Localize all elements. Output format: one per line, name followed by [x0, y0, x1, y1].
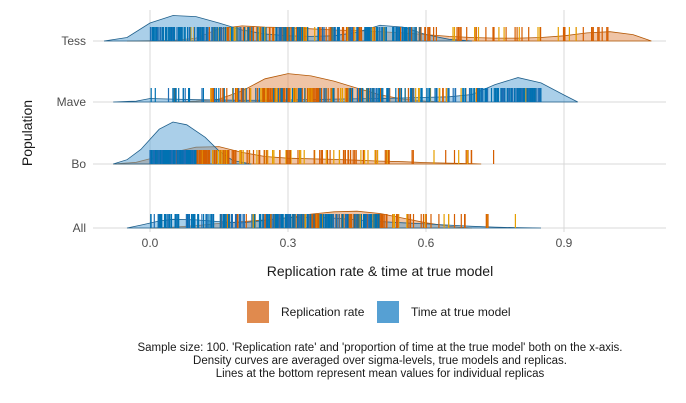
gridlines	[93, 10, 666, 232]
y-tick-label-tess: Tess	[61, 34, 86, 48]
caption-line-2: Density curves are averaged over sigma-l…	[193, 355, 567, 367]
legend-label-replication-rate: Replication rate	[281, 305, 365, 319]
legend-swatch-replication-rate	[247, 301, 269, 323]
caption-line-1: Sample size: 100. 'Replication rate' and…	[137, 342, 622, 354]
caption-line-3: Lines at the bottom represent mean value…	[216, 368, 545, 380]
x-axis-title: Replication rate & time at true model	[267, 263, 493, 279]
axes: 0.0 0.3 0.6 0.9 Tess Mave Bo All	[57, 34, 573, 250]
x-tick-label: 0.9	[556, 236, 573, 250]
caption: Sample size: 100. 'Replication rate' and…	[137, 342, 622, 380]
y-tick-label-all: All	[73, 221, 86, 235]
y-tick-label-bo: Bo	[71, 157, 86, 171]
legend-label-time-at-true-model: Time at true model	[411, 305, 511, 319]
x-tick-label: 0.0	[142, 236, 159, 250]
legend-swatch-time-at-true-model	[377, 301, 399, 323]
y-axis-title: Population	[19, 100, 35, 166]
legend: Replication rate Time at true model	[247, 301, 511, 323]
x-tick-label: 0.6	[418, 236, 435, 250]
density-ridges	[103, 15, 652, 229]
y-tick-label-mave: Mave	[57, 95, 87, 109]
rug-marks	[149, 27, 609, 228]
x-tick-label: 0.3	[280, 236, 297, 250]
